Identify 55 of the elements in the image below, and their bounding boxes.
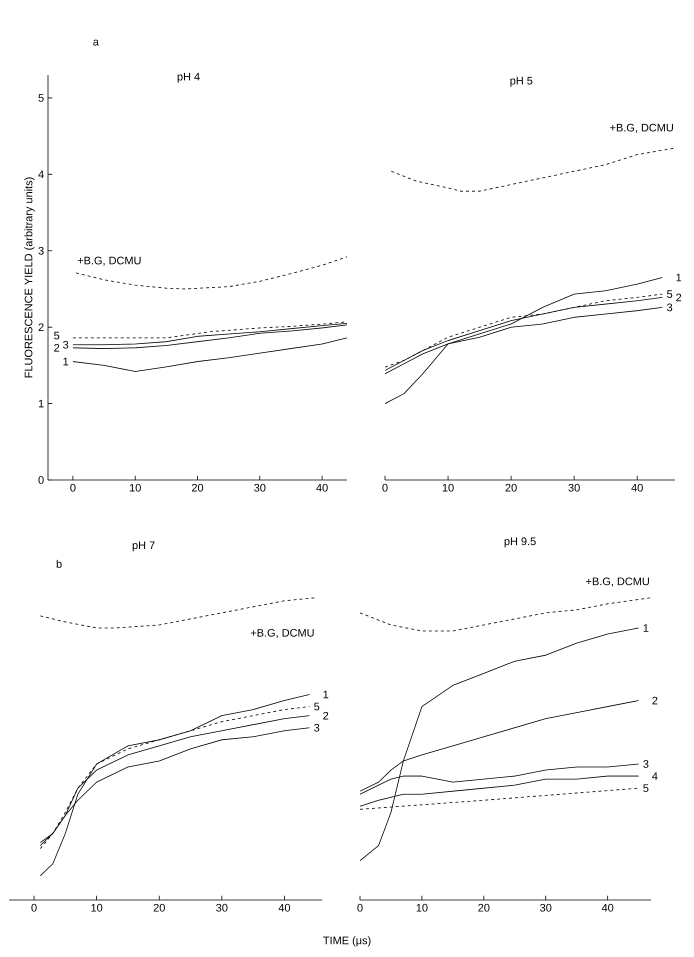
chart-title: pH 5 [510,76,532,87]
x-tick-label: 20 [192,484,204,492]
x-tick-label: 30 [254,484,266,492]
x-tick-label: 30 [216,904,228,912]
series-label: +B.G, DCMU [250,628,314,638]
y-tick-label: 1 [38,400,44,408]
x-tick-label: 40 [316,484,328,492]
x-tick-label: 10 [91,904,102,912]
series-label: 1 [324,690,328,698]
y-tick-label: 2 [38,323,44,331]
series-label: 2 [323,712,328,720]
x-tick-label: 30 [568,484,580,492]
series-label: +B.G, DCMU [78,256,141,266]
series-label: +B.G, DCMU [586,578,649,587]
series-label: 4 [652,772,658,780]
y-tick-label: 4 [38,170,44,178]
series-label: 2 [652,696,658,704]
series-label: 3 [314,724,320,732]
x-tick-label: 20 [154,904,165,912]
series-label: 1 [63,358,68,366]
series-label: 2 [676,294,682,302]
y-tick-label: 5 [38,94,44,102]
x-tick-label: 30 [540,904,552,912]
x-tick-label: 10 [442,484,454,492]
chart-title: pH 9.5 [504,537,536,548]
chart-title: pH 4 [178,72,200,83]
text: b [56,560,62,568]
x-tick-label: 10 [416,904,428,912]
x-tick-label: 40 [602,904,614,912]
x-tick-label: 20 [506,484,517,492]
x-tick-label: 40 [278,904,290,912]
series-label: 5 [54,332,60,340]
x-tick-label: 20 [478,904,490,912]
y-tick-label: 3 [38,246,44,255]
chart-title: pH 7 [132,541,155,552]
series-label: 3 [63,340,68,349]
x-axis-title: TIME (μs) [323,936,371,946]
series-label: 5 [643,784,648,792]
series-label: 3 [667,304,672,312]
series-label: 2 [54,344,60,352]
x-tick-label: 0 [357,904,363,912]
x-tick-label: 40 [631,484,643,492]
series-label: 5 [667,290,672,298]
x-tick-label: 0 [31,904,37,912]
y-axis-title: FLUORESCENCE YIELD (arbitrary units) [24,177,35,378]
x-tick-label: 0 [382,484,388,492]
x-tick-label: 0 [70,484,76,492]
x-tick-label: 10 [130,484,141,492]
series-label: 1 [644,624,648,632]
y-tick-label: 0 [38,476,44,484]
text: a [93,40,99,46]
series-label: 3 [643,760,648,768]
series-label: 1 [676,274,682,282]
series-label: +B.G, DCMU [610,124,673,133]
series-label: 5 [314,702,320,710]
